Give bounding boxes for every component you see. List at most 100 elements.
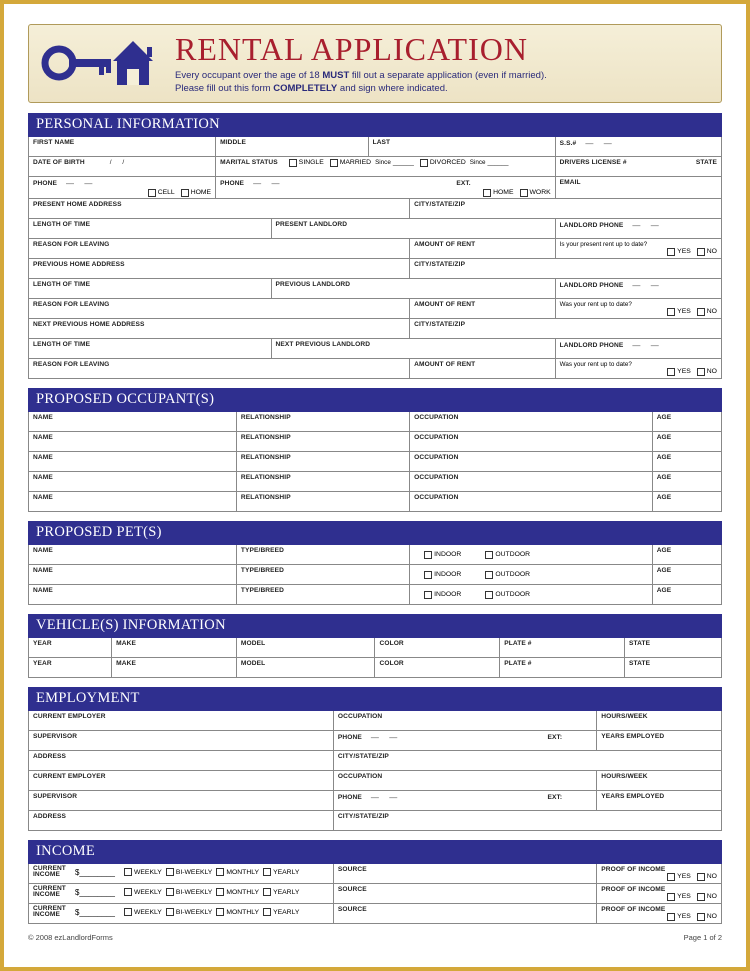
cb-monthly[interactable]: [216, 888, 224, 896]
lbl-first-name: FIRST NAME: [33, 139, 211, 146]
cb-biweekly[interactable]: [166, 868, 174, 876]
cb-proof-yes[interactable]: [667, 893, 675, 901]
lbl-reason3: REASON FOR LEAVING: [33, 361, 405, 368]
lbl-nprev-landlord: NEXT PREVIOUS LANDLORD: [276, 341, 551, 348]
cb-yearly[interactable]: [263, 868, 271, 876]
lbl-occ-rel: RELATIONSHIP: [241, 414, 405, 421]
lbl-csz3: CITY/STATE/ZIP: [414, 321, 717, 328]
section-pets: PROPOSED PET(S) NAMETYPE/BREEDINDOOROUTD…: [28, 521, 722, 605]
pet-row: NAMETYPE/BREEDINDOOROUTDOORAGE: [28, 585, 722, 605]
cb-monthly[interactable]: [216, 908, 224, 916]
cb-single[interactable]: [289, 159, 297, 167]
lbl-occ-age: AGE: [657, 454, 717, 461]
cb-indoor[interactable]: [424, 591, 432, 599]
lbl-lot1: LENGTH OF TIME: [33, 221, 267, 228]
lbl-pres-landlord: PRESENT LANDLORD: [276, 221, 551, 228]
lbl-rent-upd2: Was your rent up to date?: [560, 301, 717, 308]
employment-row: CURRENT EMPLOYEROCCUPATIONHOURS/WEEK: [28, 771, 722, 791]
lbl-pet-breed: TYPE/BREED: [241, 567, 405, 574]
section-head-personal: PERSONAL INFORMATION: [28, 113, 722, 137]
lbl-csz1: CITY/STATE/ZIP: [414, 201, 717, 208]
section-employment: EMPLOYMENT CURRENT EMPLOYEROCCUPATIONHOU…: [28, 687, 722, 831]
lbl-nprev-addr: NEXT PREVIOUS HOME ADDRESS: [33, 321, 405, 328]
lbl-occ-name: NAME: [33, 414, 232, 421]
cb-home1[interactable]: [181, 189, 189, 197]
lbl-lot2: LENGTH OF TIME: [33, 281, 267, 288]
cb-divorced[interactable]: [420, 159, 428, 167]
cb-yearly[interactable]: [263, 888, 271, 896]
cb-yes1[interactable]: [667, 248, 675, 256]
cb-indoor[interactable]: [424, 571, 432, 579]
form-title: RENTAL APPLICATION: [175, 31, 709, 68]
form-subtitle: Every occupant over the age of 18 MUST f…: [175, 70, 709, 96]
cb-proof-yes[interactable]: [667, 873, 675, 881]
lbl-reason2: REASON FOR LEAVING: [33, 301, 405, 308]
cb-no1[interactable]: [697, 248, 705, 256]
lbl-occ-rel: RELATIONSHIP: [241, 434, 405, 441]
cb-weekly[interactable]: [124, 908, 132, 916]
cb-proof-no[interactable]: [697, 893, 705, 901]
lbl-occ-occ: OCCUPATION: [414, 454, 648, 461]
cb-yearly[interactable]: [263, 908, 271, 916]
lbl-rent1: AMOUNT OF RENT: [414, 241, 551, 248]
cb-work[interactable]: [520, 189, 528, 197]
lbl-occ-occ: OCCUPATION: [414, 474, 648, 481]
lbl-occ-age: AGE: [657, 414, 717, 421]
employment-row: ADDRESSCITY/STATE/ZIP: [28, 751, 722, 771]
lbl-pet-name: NAME: [33, 567, 232, 574]
lbl-present-addr: PRESENT HOME ADDRESS: [33, 201, 405, 208]
lbl-occ-age: AGE: [657, 474, 717, 481]
income-row: CURRENTINCOME$________WEEKLYBI-WEEKLYMON…: [28, 884, 722, 904]
cb-no3[interactable]: [697, 368, 705, 376]
occupant-row: NAMERELATIONSHIPOCCUPATIONAGE: [28, 452, 722, 472]
lbl-occ-name: NAME: [33, 454, 232, 461]
lbl-pet-name: NAME: [33, 587, 232, 594]
section-head-employment: EMPLOYMENT: [28, 687, 722, 711]
cb-yes3[interactable]: [667, 368, 675, 376]
lbl-last: LAST: [373, 139, 551, 146]
section-head-income: INCOME: [28, 840, 722, 864]
cb-no2[interactable]: [697, 308, 705, 316]
lbl-pet-age: AGE: [657, 567, 717, 574]
cb-weekly[interactable]: [124, 888, 132, 896]
lbl-occ-name: NAME: [33, 474, 232, 481]
cb-proof-no[interactable]: [697, 873, 705, 881]
cb-proof-yes[interactable]: [667, 913, 675, 921]
lbl-lot3: LENGTH OF TIME: [33, 341, 267, 348]
cb-indoor[interactable]: [424, 551, 432, 559]
cb-monthly[interactable]: [216, 868, 224, 876]
lbl-drivers: DRIVERS LICENSE #: [560, 159, 627, 166]
section-head-pets: PROPOSED PET(S): [28, 521, 722, 545]
occupant-row: NAMERELATIONSHIPOCCUPATIONAGE: [28, 412, 722, 432]
cb-yes2[interactable]: [667, 308, 675, 316]
lbl-llphone1: LANDLORD PHONE: [560, 222, 624, 229]
cb-weekly[interactable]: [124, 868, 132, 876]
occupant-row: NAMERELATIONSHIPOCCUPATIONAGE: [28, 492, 722, 512]
cb-home2[interactable]: [483, 189, 491, 197]
lbl-marital: MARITAL STATUS: [220, 159, 278, 166]
lbl-occ-name: NAME: [33, 434, 232, 441]
cb-outdoor[interactable]: [485, 551, 493, 559]
lbl-rent-upd3: Was your rent up to date?: [560, 361, 717, 368]
vehicle-row: YEARMAKEMODELCOLORPLATE #STATE: [28, 658, 722, 678]
lbl-pet-breed: TYPE/BREED: [241, 547, 405, 554]
header-text: RENTAL APPLICATION Every occupant over t…: [175, 31, 709, 96]
cb-cell1[interactable]: [148, 189, 156, 197]
form-footer: © 2008 ezLandlordForms Page 1 of 2: [28, 933, 722, 942]
section-head-occupants: PROPOSED OCCUPANT(S): [28, 388, 722, 412]
pet-row: NAMETYPE/BREEDINDOOROUTDOORAGE: [28, 545, 722, 565]
cb-proof-no[interactable]: [697, 913, 705, 921]
lbl-pet-age: AGE: [657, 587, 717, 594]
lbl-reason1: REASON FOR LEAVING: [33, 241, 405, 248]
income-row: CURRENTINCOME$________WEEKLYBI-WEEKLYMON…: [28, 904, 722, 924]
cb-married[interactable]: [330, 159, 338, 167]
lbl-pet-age: AGE: [657, 547, 717, 554]
lbl-occ-age: AGE: [657, 434, 717, 441]
income-row: CURRENTINCOME$________WEEKLYBI-WEEKLYMON…: [28, 864, 722, 884]
cb-biweekly[interactable]: [166, 908, 174, 916]
cb-outdoor[interactable]: [485, 571, 493, 579]
lbl-rent2: AMOUNT OF RENT: [414, 301, 551, 308]
cb-outdoor[interactable]: [485, 591, 493, 599]
lbl-phone1: PHONE: [33, 180, 57, 187]
cb-biweekly[interactable]: [166, 888, 174, 896]
